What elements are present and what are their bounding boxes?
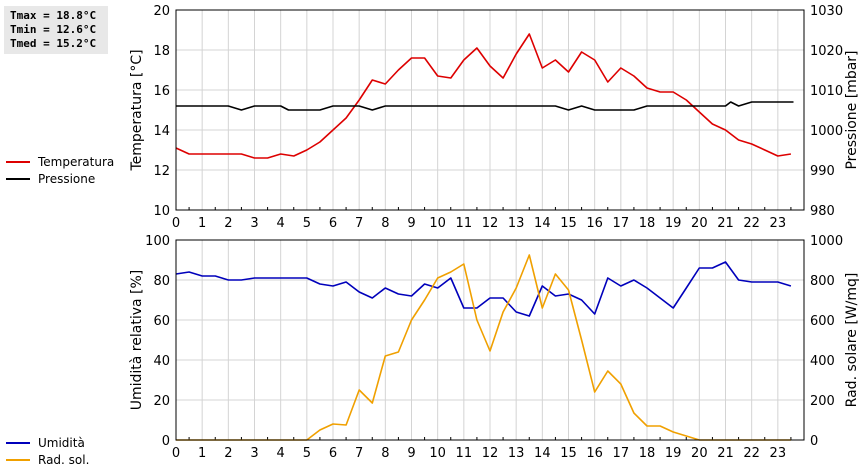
x-tick-label: 10: [429, 216, 446, 231]
x-tick-label: 6: [329, 446, 337, 460]
x-tick-label: 3: [250, 216, 258, 231]
x-tick-label: 11: [456, 446, 473, 460]
y-tick-label-right: 400: [810, 354, 835, 369]
x-tick-label: 5: [303, 216, 311, 231]
y-tick-label-left: 20: [153, 394, 170, 409]
legend-label-temperatura: Temperatura: [38, 154, 115, 169]
y-tick-label-right: 0: [810, 434, 818, 449]
x-tick-label: 20: [691, 216, 708, 231]
x-tick-label: 17: [613, 216, 630, 231]
x-tick-label: 13: [508, 216, 525, 231]
x-tick-label: 10: [429, 446, 446, 460]
x-tick-label: 0: [172, 446, 180, 460]
x-tick-label: 18: [639, 216, 656, 231]
x-tick-label: 19: [665, 216, 682, 231]
x-tick-label: 22: [743, 216, 760, 231]
y-tick-label-right: 980: [810, 204, 835, 219]
y-tick-label-left: 14: [153, 124, 170, 139]
x-tick-label: 19: [665, 446, 682, 460]
legend-swatch-pressione: [6, 177, 30, 180]
y-axis-title-right: Pressione [mbar]: [844, 50, 860, 169]
y-tick-label-left: 16: [153, 84, 170, 99]
x-tick-label: 4: [277, 216, 285, 231]
series-line-umidit: [175, 261, 792, 317]
y-tick-label-left: 18: [153, 44, 170, 59]
y-tick-label-right: 1030: [810, 4, 843, 19]
x-tick-label: 20: [691, 446, 708, 460]
y-tick-label-left: 10: [153, 204, 170, 219]
x-tick-label: 1: [198, 446, 206, 460]
plot-frame: [175, 239, 805, 441]
x-tick-label: 12: [482, 446, 499, 460]
plot-frame: [175, 9, 805, 211]
x-tick-label: 11: [456, 216, 473, 231]
y-tick-label-left: 80: [153, 274, 170, 289]
x-tick-label: 22: [743, 446, 760, 460]
x-tick-label: 13: [508, 446, 525, 460]
y-axis-title-right: Rad. solare [W/mq]: [844, 273, 860, 408]
legend-item-temperatura: Temperatura: [6, 153, 114, 170]
y-tick-label-right: 990: [810, 164, 835, 179]
x-tick-label: 21: [717, 216, 734, 231]
x-tick-label: 23: [770, 216, 787, 231]
x-tick-label: 12: [482, 216, 499, 231]
x-tick-label: 14: [534, 216, 551, 231]
stat-tmax: Tmax = 18.8°C: [10, 9, 97, 22]
y-tick-label-left: 100: [145, 234, 170, 249]
x-tick-label: 7: [355, 446, 363, 460]
x-tick-label: 9: [407, 216, 415, 231]
series-line-rad-sol: [176, 254, 791, 441]
legend-item-pressione: Pressione: [6, 170, 114, 187]
x-tick-label: 6: [329, 216, 337, 231]
legend-top: Temperatura Pressione: [6, 153, 114, 187]
x-tick-label: 16: [586, 216, 603, 231]
y-axis-title-left: Umidità relativa [%]: [129, 270, 145, 411]
y-tick-label-right: 200: [810, 394, 835, 409]
y-axis-title-left: Temperatura [°C]: [129, 49, 145, 171]
x-tick-label: 7: [355, 216, 363, 231]
stats-box: Tmax = 18.8°C Tmin = 12.6°C Tmed = 15.2°…: [4, 6, 108, 54]
x-tick-label: 2: [224, 216, 232, 231]
y-tick-label-right: 1000: [810, 124, 843, 139]
chart-1: 0 1 2 3 4 5 6 7 8 9 10 11 12 13 14 15 16 17 18 19 20 21 22 2310…: [129, 4, 860, 231]
y-tick-label-right: 1020: [810, 44, 843, 59]
stat-tmin: Tmin = 12.6°C: [10, 23, 97, 36]
series-line-temperatura: [175, 33, 792, 159]
x-tick-label: 17: [613, 446, 630, 460]
chart-2: 0 1 2 3 4 5 6 7 8 9 10 11 12 13 14 15 16 17 18 19 20 21 22 2302…: [129, 234, 860, 460]
y-tick-label-left: 60: [153, 314, 170, 329]
y-tick-label-left: 0: [162, 434, 170, 449]
y-tick-label-right: 1000: [810, 234, 843, 249]
legend-item-umidita: Umidità: [6, 434, 89, 451]
x-tick-label: 18: [639, 446, 656, 460]
y-tick-label-left: 20: [153, 4, 170, 19]
x-tick-label: 14: [534, 446, 551, 460]
legend-label-umidita: Umidità: [38, 435, 85, 450]
x-tick-label: 23: [770, 446, 787, 460]
x-tick-label: 5: [303, 446, 311, 460]
y-tick-label-left: 40: [153, 354, 170, 369]
y-tick-label-right: 800: [810, 274, 835, 289]
x-tick-label: 15: [560, 216, 577, 231]
x-tick-label: 1: [198, 216, 206, 231]
x-tick-label: 15: [560, 446, 577, 460]
x-tick-label: 21: [717, 446, 734, 460]
x-tick-label: 9: [407, 446, 415, 460]
stat-tmed: Tmed = 15.2°C: [10, 37, 97, 50]
x-tick-label: 0: [172, 216, 180, 231]
y-tick-label-right: 1010: [810, 84, 843, 99]
legend-swatch-temperatura: [6, 160, 30, 163]
x-tick-label: 8: [381, 216, 389, 231]
x-tick-label: 8: [381, 446, 389, 460]
legend-swatch-umidita: [6, 441, 30, 444]
series-line-pressione: [176, 101, 794, 111]
y-tick-label-left: 12: [153, 164, 170, 179]
x-tick-label: 16: [586, 446, 603, 460]
legend-label-pressione: Pressione: [38, 171, 96, 186]
x-tick-label: 2: [224, 446, 232, 460]
x-tick-label: 3: [250, 446, 258, 460]
y-tick-label-right: 600: [810, 314, 835, 329]
x-tick-label: 4: [277, 446, 285, 460]
